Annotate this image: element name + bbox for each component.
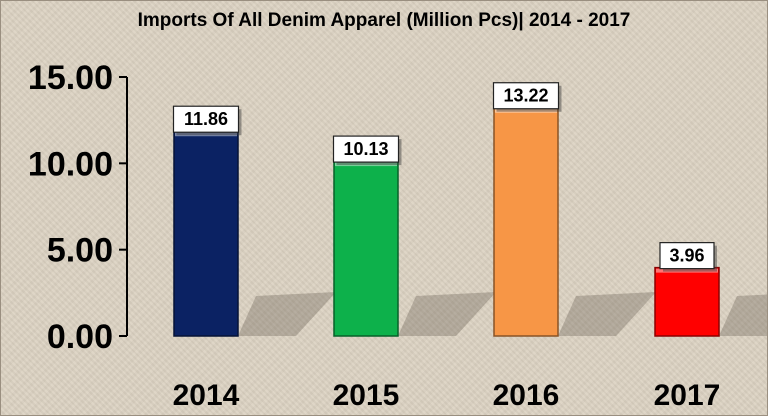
chart-title: Imports Of All Denim Apparel (Million Pc…: [137, 10, 631, 31]
y-tick-label: 10.00: [28, 145, 113, 183]
bar-2015: [333, 160, 399, 337]
bar-highlight: [495, 108, 557, 113]
bar-2014: [173, 130, 239, 337]
bar-2017: [654, 266, 720, 337]
x-category-label: 2016: [493, 379, 560, 412]
bar-shadow: [719, 294, 767, 336]
data-label-box: [492, 82, 560, 110]
x-category-label: 2015: [333, 379, 400, 412]
bar-shadow: [558, 292, 656, 336]
bar-highlight: [656, 268, 718, 273]
data-label: 11.86: [184, 109, 228, 129]
bar-shadow: [398, 292, 496, 336]
y-tick-label: 0.00: [47, 318, 113, 356]
data-label-box: [172, 105, 240, 133]
y-tick-label: 15.00: [28, 59, 113, 97]
data-label: 10.13: [343, 139, 388, 159]
bar-highlight: [175, 132, 237, 137]
x-category-label: 2017: [654, 379, 721, 412]
data-label-box: [659, 242, 715, 270]
bar-2016: [493, 106, 559, 337]
y-tick-label: 5.00: [47, 232, 113, 270]
x-category-label: 2014: [173, 379, 240, 412]
data-label: 13.22: [503, 86, 548, 106]
bar-shadow: [238, 292, 336, 336]
bar-highlight: [335, 162, 397, 167]
data-label: 3.96: [669, 246, 704, 266]
data-label-box: [332, 135, 400, 163]
